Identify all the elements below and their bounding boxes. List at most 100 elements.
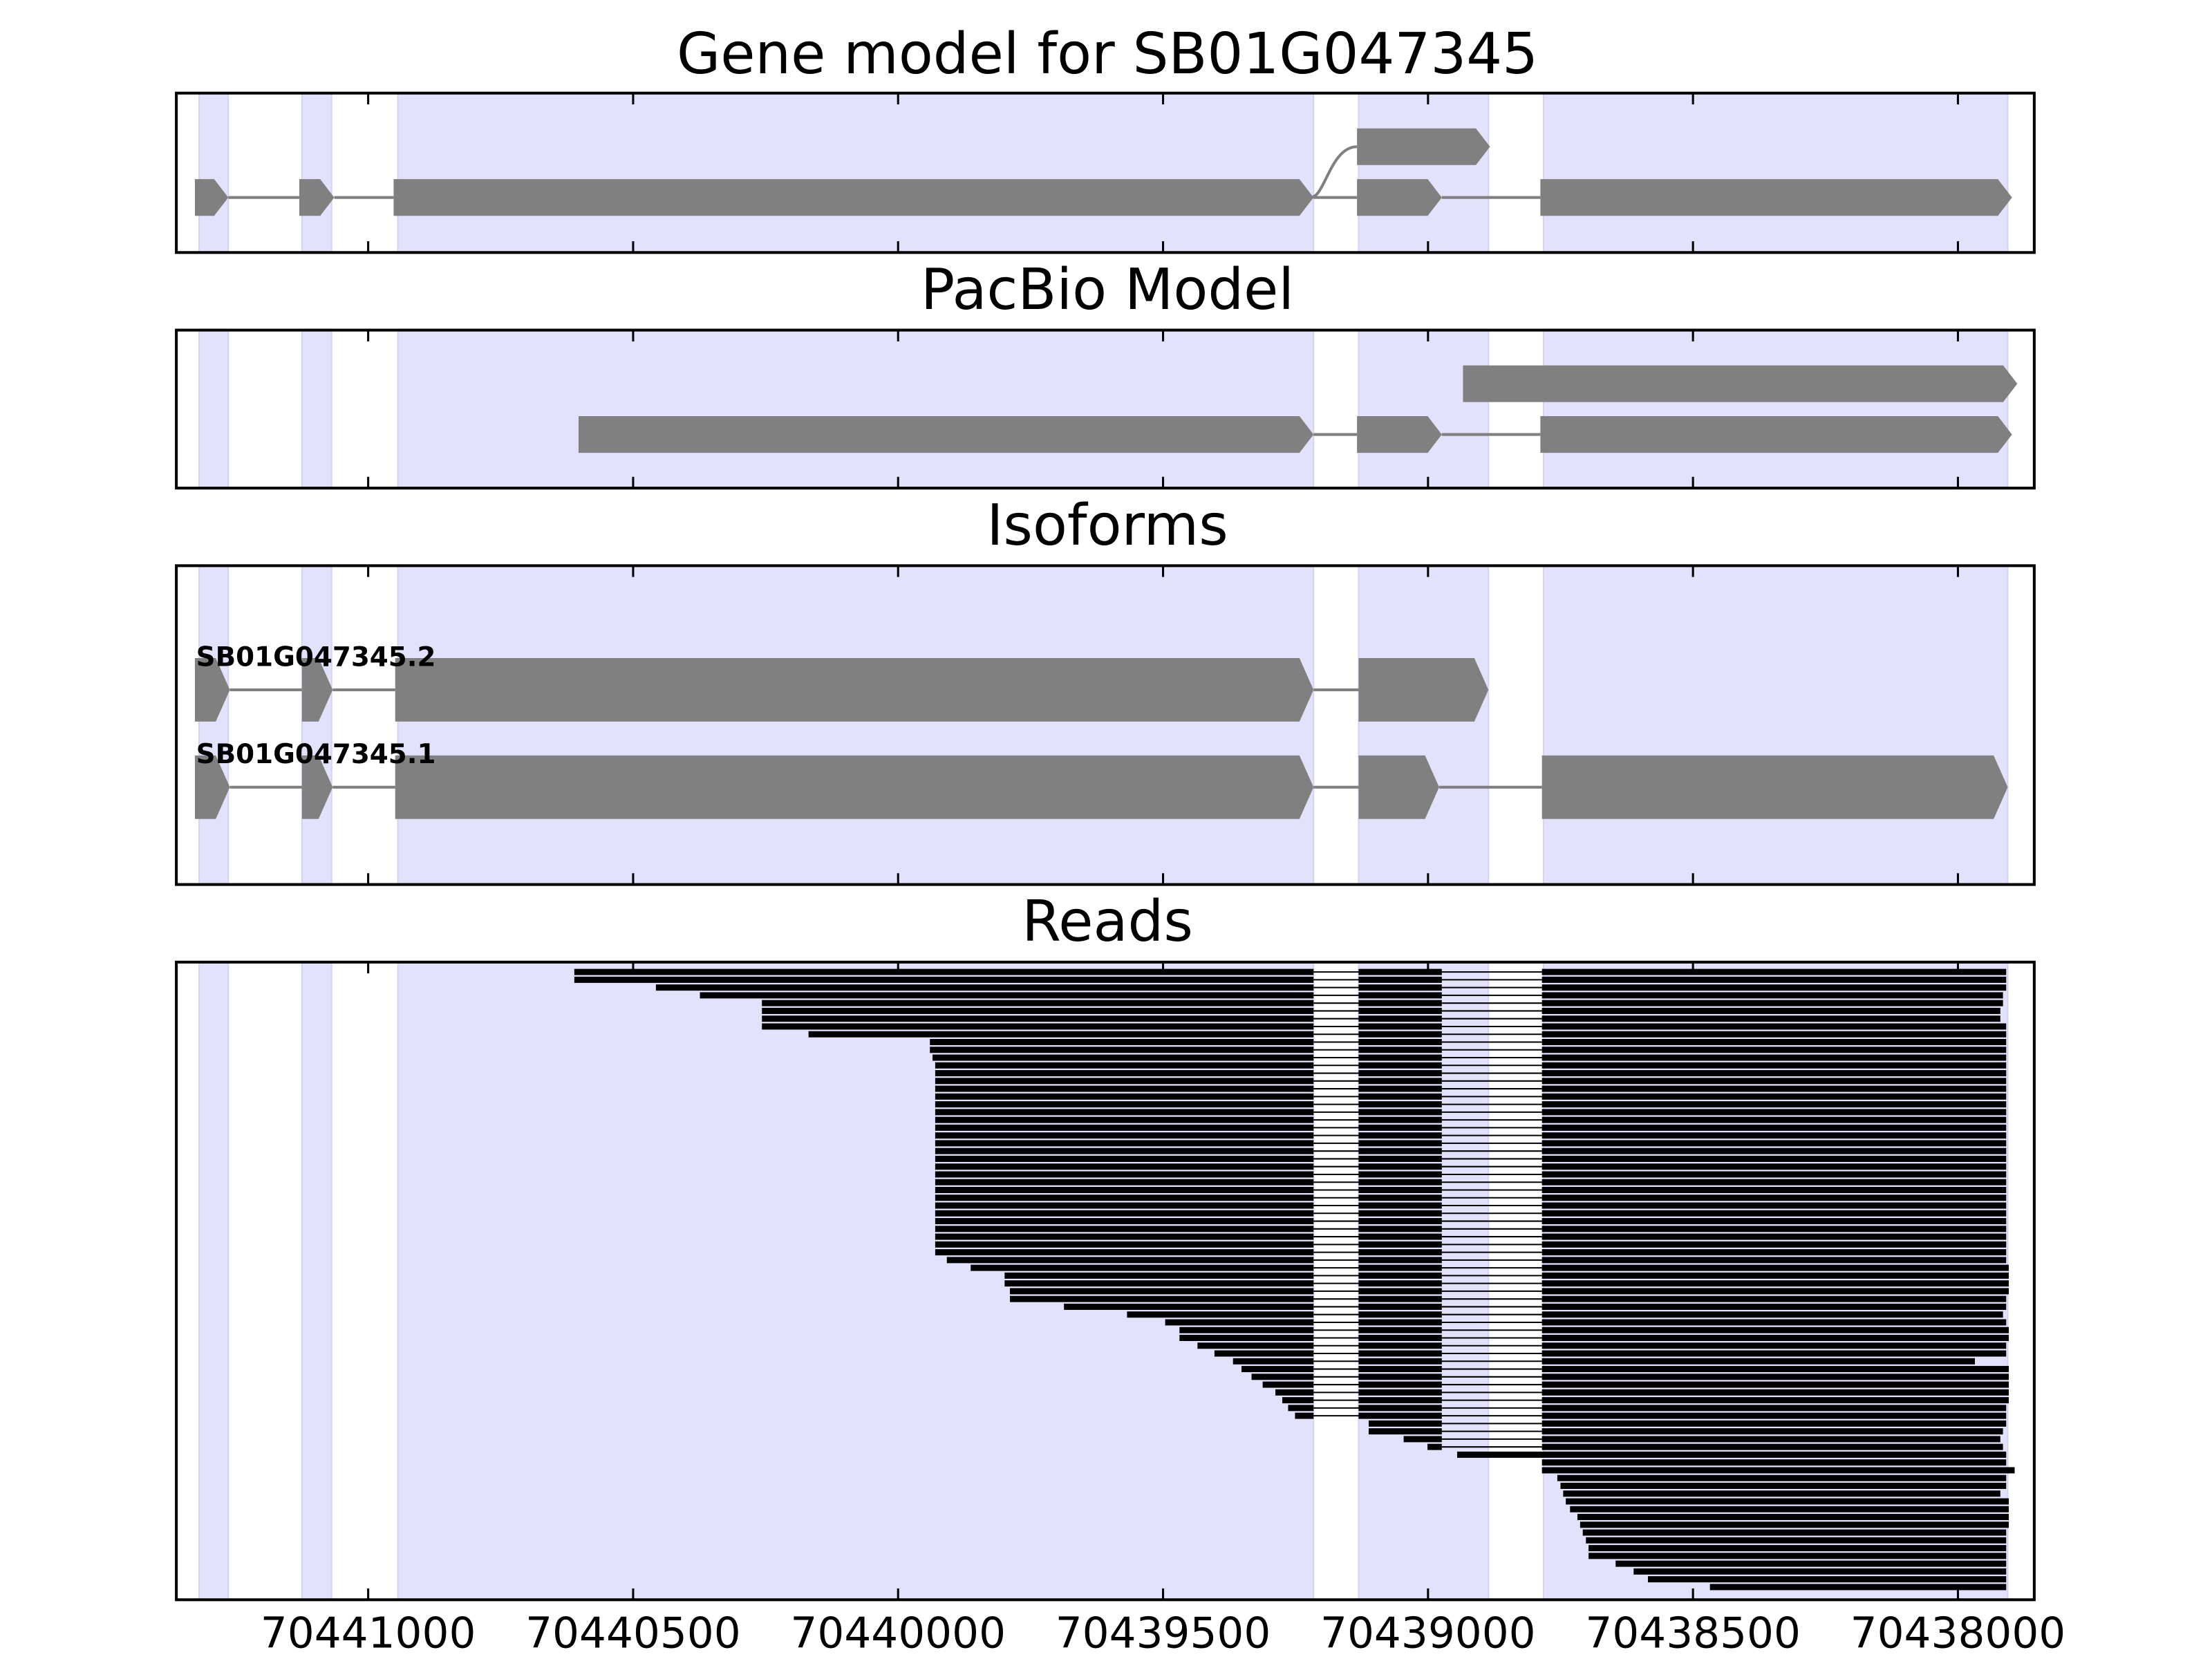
- read-block: [1541, 1226, 2007, 1232]
- read: [935, 1210, 2007, 1217]
- read: [935, 1093, 2007, 1100]
- exon-block: [194, 658, 230, 722]
- read-block: [1541, 1062, 2007, 1069]
- read-block: [1541, 1443, 2003, 1450]
- read-block: [700, 992, 1314, 999]
- read-block: [1358, 1062, 1442, 1069]
- exon-shade-region: [301, 565, 332, 885]
- read: [1165, 1319, 2007, 1326]
- read: [1557, 1474, 2007, 1481]
- read-block: [1541, 1311, 2003, 1318]
- read-block: [1004, 1272, 1314, 1279]
- read-block: [1557, 1474, 2007, 1481]
- x-tick-label: 70438500: [1585, 1609, 1801, 1658]
- read-block: [1709, 1584, 2007, 1591]
- read-block: [1541, 1412, 2007, 1419]
- read-block: [1358, 1109, 1442, 1116]
- x-tick-label: 70439000: [1320, 1609, 1536, 1658]
- read: [935, 1124, 2007, 1131]
- panel-0: [175, 91, 2036, 254]
- panel-frame: [175, 564, 2036, 886]
- exon-shade-region: [301, 329, 332, 489]
- read-block: [1358, 1015, 1442, 1022]
- read-block: [1541, 1140, 2007, 1147]
- panel-1: [175, 328, 2036, 490]
- read-block: [1358, 976, 1442, 983]
- read: [935, 1109, 2007, 1116]
- exon-block: [578, 416, 1314, 453]
- read: [1588, 1553, 2007, 1559]
- read-block: [935, 1078, 1314, 1085]
- read-block: [1541, 1467, 2015, 1474]
- read-block: [1541, 1350, 2007, 1357]
- read: [1577, 1514, 2009, 1521]
- read: [935, 1101, 2007, 1108]
- read-block: [1541, 1241, 2007, 1248]
- read-block: [1541, 1264, 2009, 1271]
- panel-frame: [175, 91, 2036, 254]
- read-block: [1358, 1179, 1442, 1185]
- read-block: [935, 1163, 1314, 1170]
- exon-shade-region: [1358, 92, 1490, 254]
- read: [1127, 1311, 2003, 1318]
- read-block: [1541, 1389, 2009, 1396]
- read-block: [1541, 1335, 2009, 1341]
- exon-shade-region: [1358, 565, 1490, 885]
- read: [935, 1163, 2007, 1170]
- read-block: [1541, 1124, 2007, 1131]
- x-tick-label: 70439500: [1056, 1609, 1271, 1658]
- read-block: [1541, 1420, 2007, 1427]
- read-block: [1004, 1280, 1314, 1287]
- read: [1403, 1436, 2000, 1443]
- exon-block: [1358, 755, 1439, 819]
- exon-block: [395, 755, 1314, 819]
- read-block: [1179, 1335, 1314, 1341]
- read: [930, 1047, 2007, 1053]
- read-block: [1457, 1451, 2007, 1458]
- read-block: [1358, 1342, 1442, 1349]
- exon-block: [393, 179, 1314, 216]
- read-block: [1009, 1295, 1314, 1302]
- read: [1241, 1366, 2009, 1373]
- read-block: [1358, 1280, 1442, 1287]
- read-block: [935, 1085, 1314, 1092]
- read-block: [1541, 976, 2007, 983]
- read-block: [1541, 1007, 2000, 1014]
- exon-block: [1540, 179, 2012, 216]
- read-block: [1541, 1210, 2007, 1217]
- read: [935, 1249, 2007, 1256]
- read-block: [930, 1039, 1314, 1045]
- read-block: [1541, 1078, 2007, 1085]
- read-block: [935, 1070, 1314, 1077]
- read-block: [1577, 1514, 2009, 1521]
- read: [935, 1218, 2007, 1225]
- title-pacbio-model: PacBio Model: [921, 257, 1294, 323]
- read-block: [1064, 1303, 1314, 1310]
- read-block: [655, 984, 1314, 991]
- exon-shade-region: [397, 565, 1315, 885]
- read: [935, 1085, 2007, 1092]
- read-block: [1541, 1381, 2009, 1388]
- read-block: [935, 1155, 1314, 1162]
- read: [971, 1264, 2009, 1271]
- read-block: [1358, 1241, 1442, 1248]
- read-block: [935, 1210, 1314, 1217]
- read-block: [946, 1257, 1314, 1264]
- read-block: [1358, 1140, 1442, 1147]
- read-block: [935, 1241, 1314, 1248]
- read-block: [1358, 1233, 1442, 1240]
- read-block: [1358, 1023, 1442, 1030]
- exon-block: [1358, 658, 1489, 722]
- read-block: [1541, 1280, 2009, 1287]
- read: [935, 1070, 2007, 1077]
- read: [1232, 1358, 1975, 1365]
- read-block: [1358, 968, 1442, 975]
- read: [1586, 1537, 2007, 1544]
- read-block: [1358, 1210, 1442, 1217]
- read: [946, 1257, 2007, 1264]
- read-block: [1563, 1490, 2000, 1497]
- read-block: [1541, 1179, 2007, 1185]
- read-block: [1541, 1039, 2007, 1045]
- read: [574, 968, 2007, 975]
- read-block: [930, 1047, 1314, 1053]
